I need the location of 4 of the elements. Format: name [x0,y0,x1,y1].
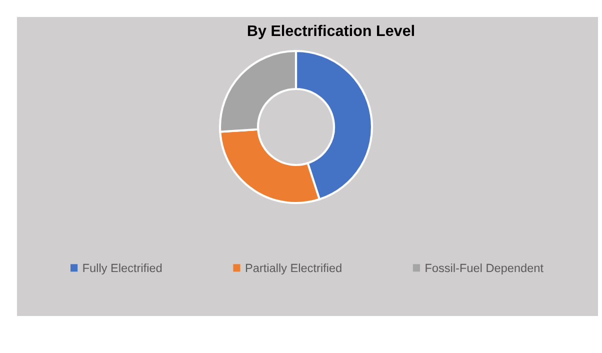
legend-label: Fully Electrified [83,263,162,275]
legend-label: Fossil-Fuel Dependent [426,263,544,275]
chart-title: By Electrification Level [248,24,414,40]
legend-label: Partially Electrified [246,263,342,275]
